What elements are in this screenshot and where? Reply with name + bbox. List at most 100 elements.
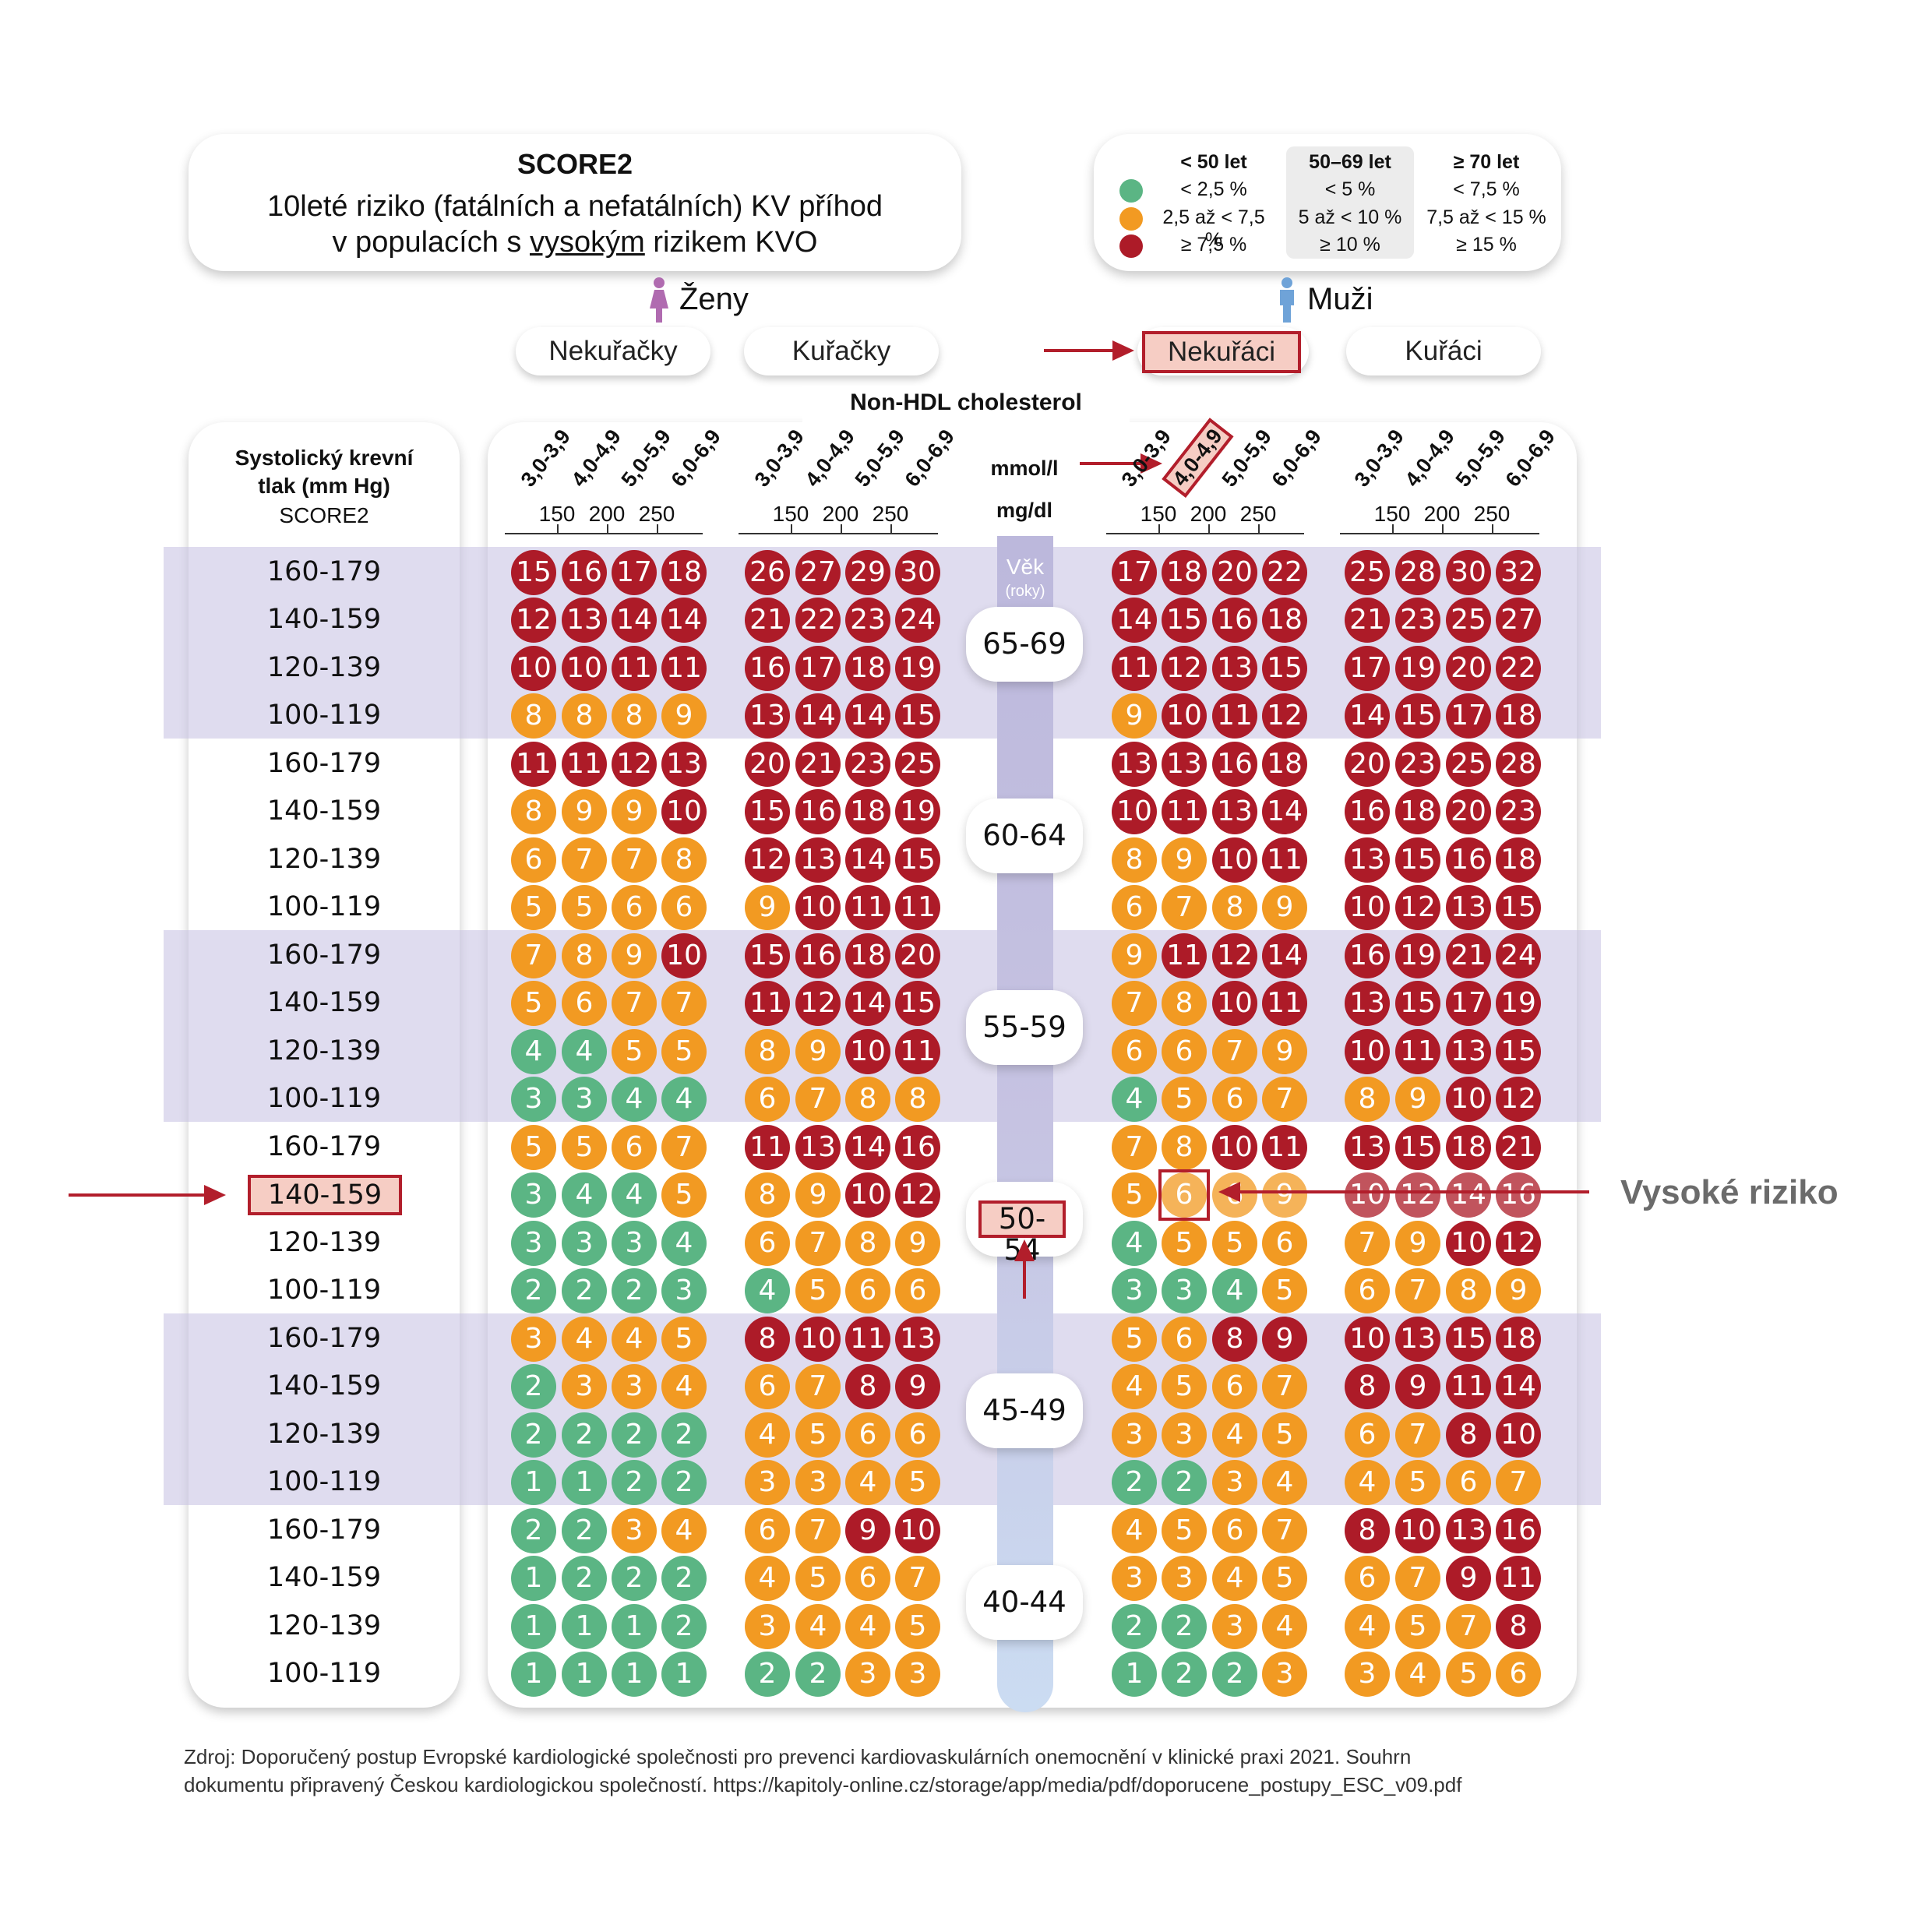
risk-value: 9 bbox=[1496, 1268, 1541, 1314]
bp-row-label: 100-119 bbox=[266, 1274, 382, 1306]
risk-value: 12 bbox=[795, 981, 841, 1027]
risk-value: 20 bbox=[1446, 789, 1491, 835]
men-heading: Muži bbox=[1307, 282, 1373, 316]
risk-value: 13 bbox=[795, 837, 841, 883]
risk-value: 17 bbox=[612, 549, 657, 595]
risk-value: 28 bbox=[1395, 549, 1440, 595]
tab-men-nonsmokers[interactable]: Nekuřáci bbox=[1137, 327, 1309, 375]
bp-row-label: 120-139 bbox=[266, 1035, 382, 1066]
risk-value: 5 bbox=[661, 1172, 707, 1218]
risk-value: 21 bbox=[1496, 1124, 1541, 1170]
risk-value: 3 bbox=[612, 1364, 657, 1410]
risk-value: 10 bbox=[1345, 885, 1390, 931]
risk-value: 11 bbox=[661, 645, 707, 691]
risk-value: 6 bbox=[895, 1412, 940, 1458]
risk-value: 26 bbox=[745, 549, 790, 595]
arrowhead-high-risk bbox=[1218, 1182, 1240, 1202]
arrow-to-bp bbox=[69, 1193, 206, 1197]
risk-value: 7 bbox=[1395, 1268, 1440, 1314]
risk-value: 16 bbox=[1212, 598, 1257, 643]
risk-value: 9 bbox=[895, 1220, 940, 1266]
tab-women-nonsmokers[interactable]: Nekuřačky bbox=[516, 327, 710, 375]
risk-value: 6 bbox=[895, 1268, 940, 1314]
risk-value: 3 bbox=[895, 1652, 940, 1698]
risk-value: 6 bbox=[1162, 1316, 1207, 1362]
bp-header-3: SCORE2 bbox=[279, 503, 369, 527]
risk-value: 4 bbox=[1345, 1603, 1390, 1649]
risk-value: 25 bbox=[895, 741, 940, 787]
risk-value: 14 bbox=[661, 598, 707, 643]
legend-orange-1: 2,5 až < 7,5 % bbox=[1162, 206, 1265, 251]
risk-value: 5 bbox=[1162, 1507, 1207, 1553]
bp-row-label: 140-159 bbox=[248, 1175, 402, 1216]
risk-value: 11 bbox=[1496, 1556, 1541, 1602]
risk-value: 13 bbox=[1446, 1507, 1491, 1553]
mgdl-axis-line bbox=[739, 533, 938, 534]
risk-value: 19 bbox=[1395, 645, 1440, 691]
risk-value: 3 bbox=[612, 1220, 657, 1266]
risk-value: 4 bbox=[1112, 1077, 1157, 1123]
risk-value: 7 bbox=[562, 837, 607, 883]
mgdl-tick bbox=[1258, 524, 1260, 534]
risk-value: 7 bbox=[1112, 981, 1157, 1027]
risk-value: 7 bbox=[1262, 1364, 1307, 1410]
risk-value: 9 bbox=[1395, 1364, 1440, 1410]
risk-value: 8 bbox=[612, 693, 657, 739]
risk-value: 21 bbox=[745, 598, 790, 643]
mgdl-tick-label: 200 bbox=[1423, 502, 1461, 526]
risk-value: 12 bbox=[1496, 1077, 1541, 1123]
risk-value: 3 bbox=[612, 1507, 657, 1553]
risk-value: 18 bbox=[1446, 1124, 1491, 1170]
risk-value: 7 bbox=[1212, 1028, 1257, 1074]
risk-value: 19 bbox=[895, 789, 940, 835]
risk-value: 11 bbox=[1162, 933, 1207, 978]
risk-value: 8 bbox=[1212, 1316, 1257, 1362]
risk-value: 5 bbox=[1112, 1316, 1157, 1362]
mgdl-tick-label: 150 bbox=[772, 502, 809, 526]
mgdl-tick-label: 250 bbox=[872, 502, 909, 526]
tab-men-smokers[interactable]: Kuřáci bbox=[1346, 327, 1541, 375]
bp-row-label: 140-159 bbox=[266, 1562, 382, 1594]
risk-value: 13 bbox=[562, 598, 607, 643]
risk-value: 12 bbox=[1162, 645, 1207, 691]
risk-value: 11 bbox=[612, 645, 657, 691]
mgdl-tick-label: 200 bbox=[822, 502, 859, 526]
risk-value: 9 bbox=[795, 1172, 841, 1218]
risk-value: 13 bbox=[1345, 1124, 1390, 1170]
risk-value: 19 bbox=[895, 645, 940, 691]
risk-value: 3 bbox=[562, 1364, 607, 1410]
age-group-highlight: 50-54 bbox=[978, 1200, 1066, 1266]
risk-value: 6 bbox=[745, 1364, 790, 1410]
risk-value: 7 bbox=[511, 933, 556, 978]
risk-value: 11 bbox=[745, 1124, 790, 1170]
risk-value: 8 bbox=[1345, 1507, 1390, 1553]
risk-value: 11 bbox=[895, 1028, 940, 1074]
risk-value: 10 bbox=[1345, 1172, 1390, 1218]
risk-value: 6 bbox=[1212, 1077, 1257, 1123]
risk-value: 10 bbox=[1496, 1412, 1541, 1458]
risk-value: 6 bbox=[1162, 1172, 1207, 1218]
bp-row-label: 100-119 bbox=[266, 1466, 382, 1498]
risk-value: 18 bbox=[845, 645, 890, 691]
risk-value: 24 bbox=[895, 598, 940, 643]
risk-value: 18 bbox=[1162, 549, 1207, 595]
risk-value: 3 bbox=[511, 1220, 556, 1266]
risk-value: 16 bbox=[895, 1124, 940, 1170]
risk-value: 18 bbox=[1496, 1316, 1541, 1362]
bp-row-label: 160-179 bbox=[266, 1322, 382, 1354]
risk-value: 17 bbox=[1345, 645, 1390, 691]
risk-value: 15 bbox=[895, 981, 940, 1027]
risk-value: 1 bbox=[562, 1460, 607, 1506]
unit-mgdl: mg/dl bbox=[996, 499, 1052, 522]
risk-value: 2 bbox=[661, 1556, 707, 1602]
bp-row-label: 160-179 bbox=[266, 747, 382, 779]
bp-row-label: 160-179 bbox=[266, 939, 382, 971]
risk-value: 5 bbox=[562, 885, 607, 931]
risk-value: 18 bbox=[1262, 598, 1307, 643]
risk-value: 5 bbox=[795, 1268, 841, 1314]
mgdl-axis-line bbox=[505, 533, 703, 534]
risk-value: 13 bbox=[1162, 741, 1207, 787]
tab-women-smokers[interactable]: Kuřačky bbox=[744, 327, 939, 375]
bp-row-label: 140-159 bbox=[266, 604, 382, 636]
risk-value: 22 bbox=[1262, 549, 1307, 595]
